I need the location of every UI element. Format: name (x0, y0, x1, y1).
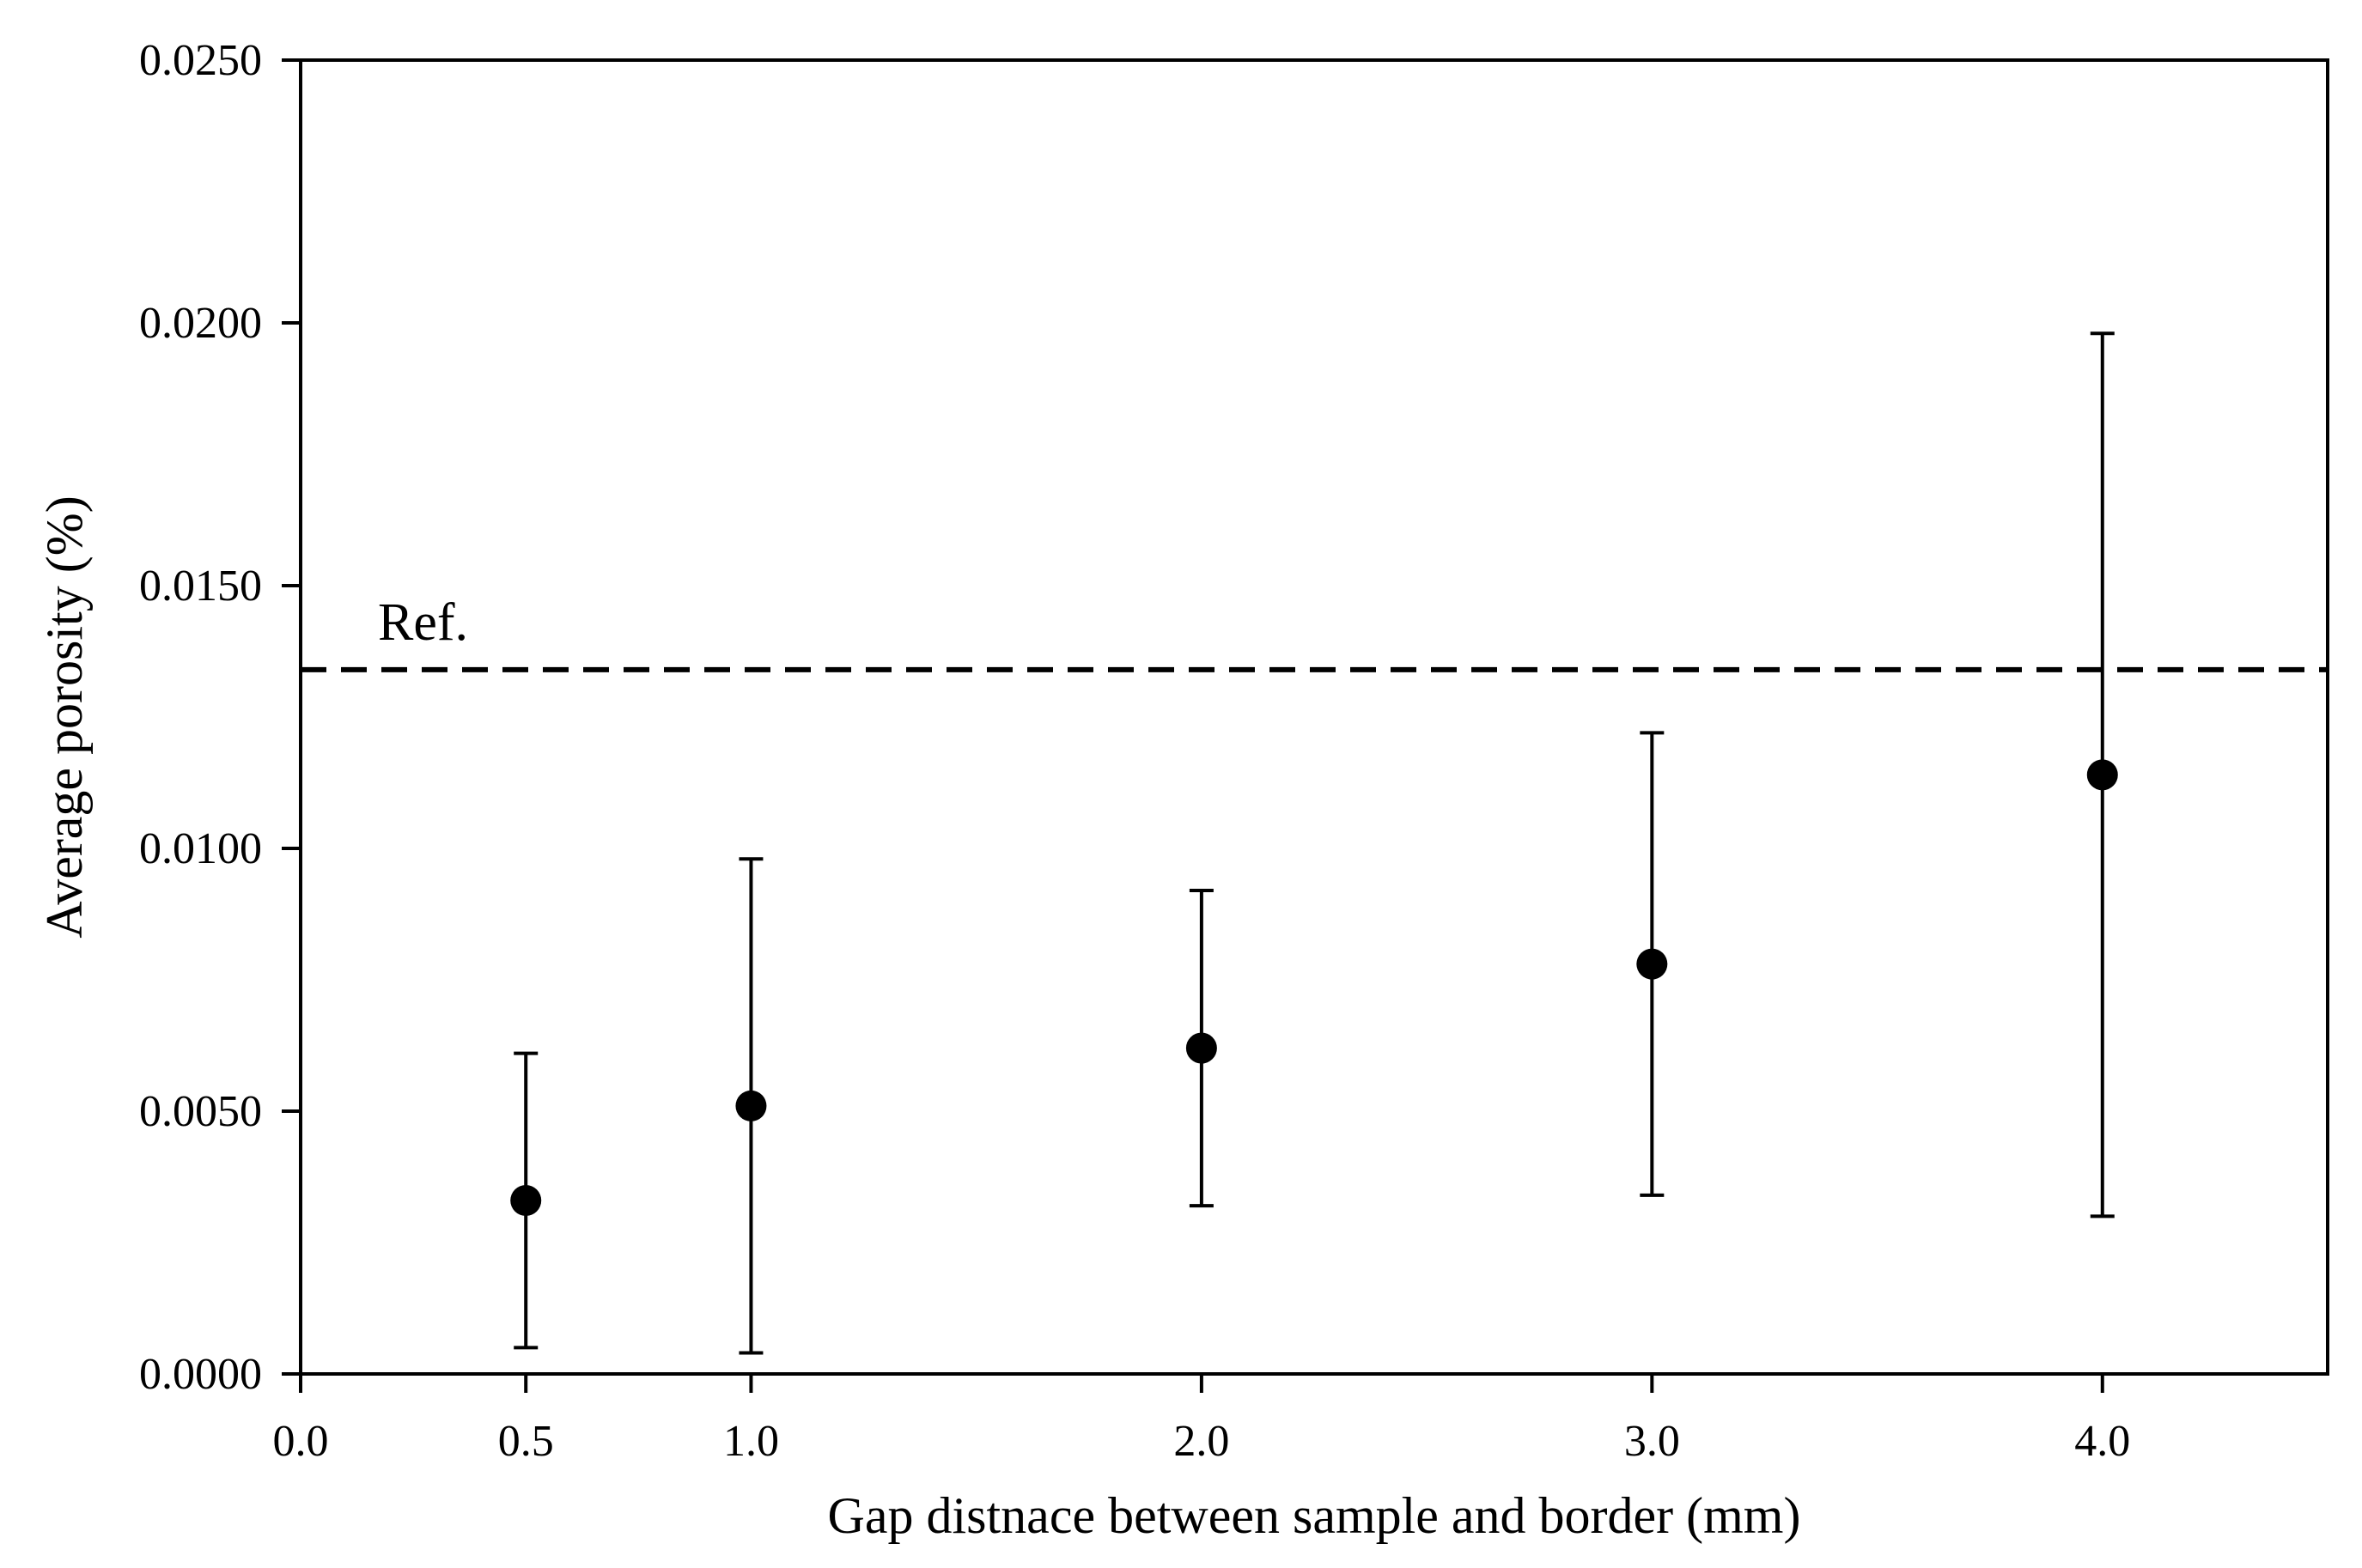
y-tick-label: 0.0100 (139, 824, 262, 873)
data-point (510, 1185, 542, 1217)
y-tick-label: 0.0050 (139, 1087, 262, 1136)
reference-label: Ref. (378, 593, 468, 652)
data-point (735, 1090, 767, 1121)
y-tick-label: 0.0200 (139, 299, 262, 348)
y-tick-label: 0.0150 (139, 562, 262, 611)
data-point (1185, 1032, 1217, 1064)
x-tick-label: 2.0 (1173, 1417, 1229, 1466)
x-axis-title: Gap distnace between sample and border (… (828, 1487, 1801, 1544)
reference-line-group: Ref. (301, 593, 2328, 672)
data-points (510, 759, 2118, 1217)
y-tick-label: 0.0250 (139, 36, 262, 85)
x-tick-label: 0.5 (498, 1417, 554, 1466)
data-point (2086, 759, 2118, 791)
y-tick-label: 0.0000 (139, 1350, 262, 1399)
y-axis-ticks: 0.0000 0.0050 0.0100 0.0150 0.0200 0.0250 (139, 36, 301, 1399)
x-tick-label: 3.0 (1624, 1417, 1680, 1466)
error-bars (514, 331, 2115, 1355)
x-tick-label: 4.0 (2074, 1417, 2130, 1466)
x-tick-label: 0.0 (273, 1417, 329, 1466)
x-tick-label: 1.0 (723, 1417, 779, 1466)
y-axis-title: Average porosity (%) (36, 495, 93, 938)
data-point (1636, 948, 1668, 980)
x-axis-ticks: 0.0 0.5 1.0 2.0 3.0 4.0 (273, 1374, 2130, 1466)
plot-frame (299, 58, 2329, 1376)
